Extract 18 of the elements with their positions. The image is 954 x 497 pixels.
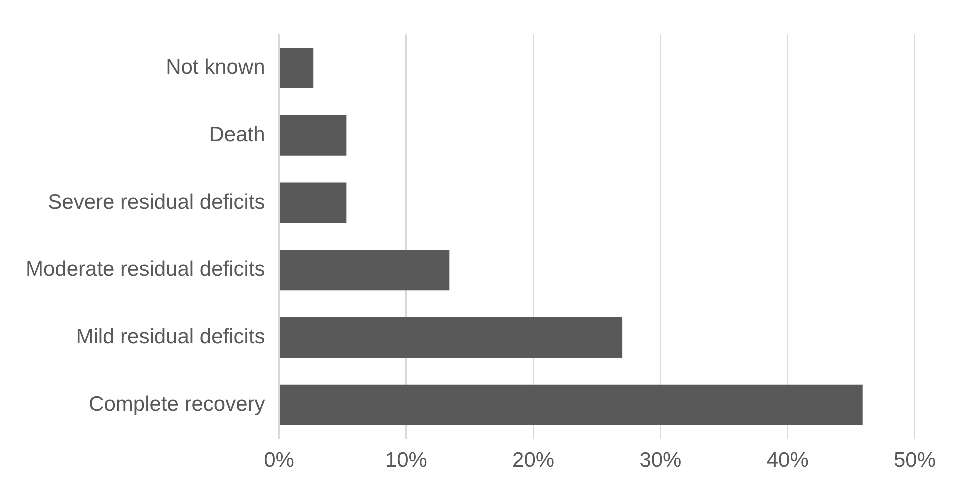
y-tick-label: Complete recovery xyxy=(89,392,266,416)
y-tick-label: Moderate residual deficits xyxy=(26,258,266,282)
bar xyxy=(280,182,347,224)
x-tick-label: 0% xyxy=(264,449,294,472)
x-tick-label: 30% xyxy=(640,449,682,472)
x-tick-label: 20% xyxy=(512,449,555,472)
y-tick-label: Severe residual deficits xyxy=(48,190,266,214)
bar xyxy=(280,48,314,88)
bar xyxy=(280,384,863,426)
y-tick-label: Not known xyxy=(166,56,266,80)
x-tick-label: 10% xyxy=(385,449,428,472)
x-tick-label: 50% xyxy=(894,449,936,472)
bar xyxy=(280,250,450,291)
bar xyxy=(280,318,623,358)
y-tick-label: Death xyxy=(209,123,266,146)
x-tick-label: 40% xyxy=(766,449,809,472)
bar xyxy=(280,115,347,156)
y-tick-label: Mild residual deficits xyxy=(76,326,266,349)
